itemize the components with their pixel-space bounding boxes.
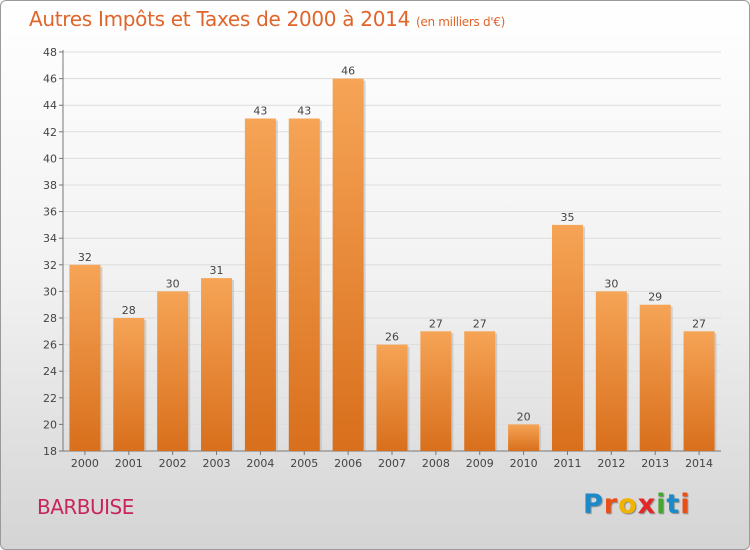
bars xyxy=(69,78,717,451)
x-tick-label: 2014 xyxy=(685,457,713,470)
x-tick-label: 2005 xyxy=(290,457,318,470)
y-tick-label: 34 xyxy=(43,232,57,245)
x-tick-label: 2010 xyxy=(510,457,538,470)
data-label: 31 xyxy=(210,264,224,277)
data-label: 30 xyxy=(166,277,180,290)
chart-subtitle: (en milliers d'€) xyxy=(416,15,506,29)
x-tick-label: 2007 xyxy=(378,457,406,470)
data-label: 30 xyxy=(604,277,618,290)
logo-letter: x xyxy=(637,489,657,520)
data-label: 32 xyxy=(78,251,92,264)
x-tick-label: 2004 xyxy=(246,457,274,470)
y-tick-label: 22 xyxy=(43,392,57,405)
labels: 18 20 22 24 26 28 30 32 34 36 38 40 42 44 46 48 2000 32 20… xyxy=(43,46,713,470)
y-tick-label: 46 xyxy=(43,73,57,86)
bar xyxy=(639,304,671,451)
x-tick-label: 2000 xyxy=(71,457,99,470)
data-label: 26 xyxy=(385,331,399,344)
logo-letter: i xyxy=(680,489,691,520)
data-label: 46 xyxy=(341,65,355,78)
y-tick-label: 20 xyxy=(43,418,57,431)
logo-letter: o xyxy=(618,489,638,520)
bar xyxy=(113,318,145,451)
x-tick-label: 2008 xyxy=(422,457,450,470)
y-tick-label: 32 xyxy=(43,259,57,272)
y-tick-label: 28 xyxy=(43,312,57,325)
data-label: 28 xyxy=(122,304,136,317)
bar xyxy=(244,118,276,451)
x-tick-label: 2011 xyxy=(553,457,581,470)
bar xyxy=(157,291,189,451)
data-label: 35 xyxy=(560,211,574,224)
bar xyxy=(464,331,496,451)
x-tick-label: 2012 xyxy=(597,457,625,470)
y-tick-label: 24 xyxy=(43,365,57,378)
bar xyxy=(332,78,364,451)
bar xyxy=(288,118,320,451)
y-tick-label: 38 xyxy=(43,179,57,192)
y-tick-label: 44 xyxy=(43,99,57,112)
bar xyxy=(508,424,540,451)
x-tick-label: 2009 xyxy=(466,457,494,470)
y-tick-label: 26 xyxy=(43,339,57,352)
logo-letter: i xyxy=(656,489,667,520)
logo-letter: t xyxy=(666,489,681,520)
logo-letter: r xyxy=(603,489,619,520)
x-tick-label: 2013 xyxy=(641,457,669,470)
logo-letter: P xyxy=(583,489,604,520)
bar xyxy=(683,331,715,451)
bar xyxy=(201,278,233,451)
x-tick-label: 2002 xyxy=(159,457,187,470)
x-tick-label: 2003 xyxy=(203,457,231,470)
x-tick-label: 2001 xyxy=(115,457,143,470)
data-label: 27 xyxy=(692,317,706,330)
chart-title: Autres Impôts et Taxes de 2000 à 2014 (en… xyxy=(29,7,506,31)
commune-name: BARBUISE xyxy=(37,495,134,519)
y-tick-label: 48 xyxy=(43,46,57,59)
data-label: 43 xyxy=(297,105,311,118)
data-label: 43 xyxy=(253,105,267,118)
y-tick-label: 36 xyxy=(43,206,57,219)
y-tick-label: 42 xyxy=(43,126,57,139)
bar xyxy=(376,344,408,451)
y-tick-label: 40 xyxy=(43,152,57,165)
bar xyxy=(69,264,101,451)
y-tick-label: 30 xyxy=(43,285,57,298)
x-tick-label: 2006 xyxy=(334,457,362,470)
data-label: 20 xyxy=(517,410,531,423)
bar xyxy=(595,291,627,451)
data-label: 29 xyxy=(648,291,662,304)
bar xyxy=(420,331,452,451)
y-tick-label: 18 xyxy=(43,445,57,458)
data-label: 27 xyxy=(473,317,487,330)
proxiti-logo: Proxiti xyxy=(583,489,691,520)
bar xyxy=(551,224,583,451)
data-label: 27 xyxy=(429,317,443,330)
